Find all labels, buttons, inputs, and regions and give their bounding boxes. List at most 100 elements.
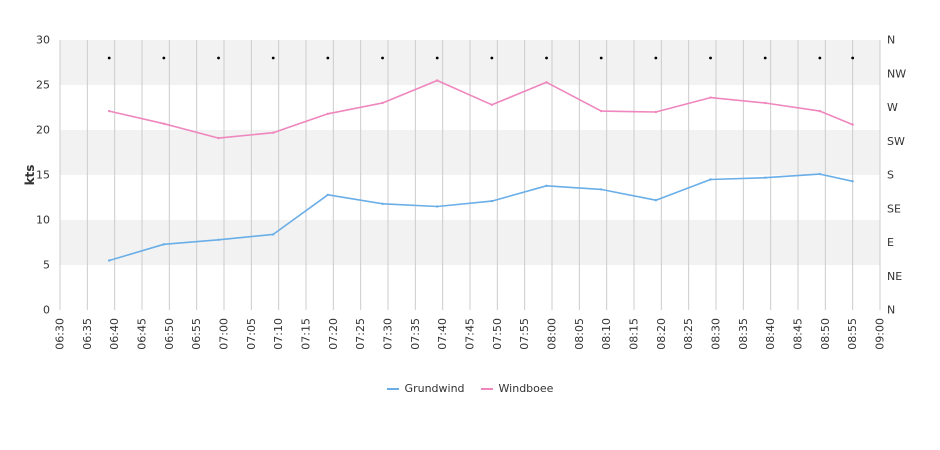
y-tick-label: 15 xyxy=(36,169,50,182)
y-tick-label: 0 xyxy=(43,304,50,317)
direction-marker xyxy=(217,56,220,60)
y-tick-label: 25 xyxy=(36,79,50,92)
x-tick-label: 07:40 xyxy=(436,318,449,350)
direction-marker xyxy=(435,56,439,60)
direction-marker xyxy=(162,56,166,60)
data-point-grundwind xyxy=(490,199,494,203)
direction-marker xyxy=(545,56,548,60)
x-tick-label: 07:20 xyxy=(327,318,340,350)
direction-tick-label: N xyxy=(887,304,895,317)
data-point-grundwind xyxy=(436,205,439,208)
direction-tick-label: SW xyxy=(887,135,905,148)
direction-marker xyxy=(107,56,111,60)
data-point-windboee xyxy=(490,103,494,107)
data-point-windboee xyxy=(272,131,275,134)
data-point-grundwind xyxy=(108,259,111,262)
direction-marker xyxy=(381,56,384,60)
legend-item-grundwind[interactable]: Grundwind xyxy=(386,382,465,395)
x-tick-label: 08:15 xyxy=(628,318,641,350)
y-tick-label: 30 xyxy=(36,34,50,47)
y-tick-label: 20 xyxy=(36,124,50,137)
direction-marker xyxy=(709,56,712,60)
x-tick-label: 07:05 xyxy=(245,318,258,350)
legend-swatch-windboee xyxy=(480,387,493,390)
x-tick-label: 06:45 xyxy=(136,318,149,350)
data-point-grundwind xyxy=(709,178,712,181)
x-tick-label: 08:00 xyxy=(546,318,559,350)
x-tick-label: 08:55 xyxy=(846,318,859,350)
y-tick-label: 5 xyxy=(43,259,50,272)
direction-marker xyxy=(599,56,603,60)
x-tick-label: 08:30 xyxy=(710,318,723,350)
data-point-windboee xyxy=(851,123,854,126)
x-tick-label: 08:40 xyxy=(764,318,777,350)
legend-swatch-grundwind xyxy=(386,387,399,390)
data-point-windboee xyxy=(381,101,384,105)
x-tick-label: 08:35 xyxy=(737,318,750,350)
x-tick-label: 08:25 xyxy=(682,318,695,350)
x-tick-label: 06:50 xyxy=(163,318,176,350)
data-point-windboee xyxy=(326,112,330,116)
direction-marker xyxy=(763,56,767,60)
direction-tick-label: NE xyxy=(887,270,902,283)
x-tick-label: 08:50 xyxy=(819,318,832,350)
direction-marker xyxy=(654,56,658,60)
direction-marker xyxy=(271,56,275,60)
data-point-grundwind xyxy=(217,238,220,241)
direction-marker xyxy=(326,56,330,60)
x-tick-label: 06:35 xyxy=(81,318,94,350)
data-point-windboee xyxy=(108,109,111,113)
legend-label-grundwind: Grundwind xyxy=(404,382,465,395)
direction-tick-label: N xyxy=(887,34,895,47)
wind-chart: 06:30 06:35 06:40 06:45 06:50 06:55 07:00 07:05… xyxy=(23,34,906,350)
data-point-windboee xyxy=(709,96,712,99)
x-tick-label: 07:25 xyxy=(354,318,367,350)
data-point-grundwind xyxy=(654,199,658,202)
x-tick-label: 08:05 xyxy=(573,318,586,350)
data-point-windboee xyxy=(545,81,548,84)
data-point-grundwind xyxy=(162,243,166,246)
direction-tick-label: NW xyxy=(887,67,906,80)
x-tick-label: 07:35 xyxy=(409,318,422,350)
x-tick-label: 07:45 xyxy=(464,318,477,350)
data-point-grundwind xyxy=(272,233,275,236)
x-tick-label: 07:55 xyxy=(518,318,531,350)
direction-tick-label: SE xyxy=(887,202,901,215)
legend-item-windboee[interactable]: Windboee xyxy=(480,382,554,395)
data-point-windboee xyxy=(217,136,220,140)
direction-tick-label: W xyxy=(887,101,898,114)
data-point-windboee xyxy=(654,110,658,114)
x-tick-label: 08:10 xyxy=(600,318,613,350)
y-tick-label: 10 xyxy=(36,214,50,227)
legend: Grundwind Windboee xyxy=(0,382,940,395)
x-tick-label: 07:50 xyxy=(491,318,504,350)
x-tick-label: 07:15 xyxy=(300,318,313,350)
direction-marker xyxy=(851,56,855,60)
data-point-grundwind xyxy=(600,188,603,191)
x-tick-label: 06:40 xyxy=(108,318,121,350)
data-point-grundwind xyxy=(818,172,822,176)
x-tick-label: 07:30 xyxy=(382,318,395,350)
x-tick-label: 09:00 xyxy=(874,318,887,350)
data-point-grundwind xyxy=(381,202,384,205)
data-point-grundwind xyxy=(545,184,548,187)
direction-marker xyxy=(818,56,822,60)
data-point-grundwind xyxy=(764,176,767,179)
data-point-windboee xyxy=(764,101,767,105)
x-tick-label: 08:20 xyxy=(655,318,668,350)
data-point-windboee xyxy=(162,122,166,125)
data-point-grundwind xyxy=(326,193,330,196)
direction-tick-label: E xyxy=(887,236,894,249)
x-tick-label: 07:10 xyxy=(272,318,285,350)
x-tick-label: 06:30 xyxy=(54,318,67,350)
data-point-windboee xyxy=(436,79,439,82)
legend-label-windboee: Windboee xyxy=(498,382,554,395)
data-point-grundwind xyxy=(851,180,854,183)
direction-tick-label: S xyxy=(887,169,894,182)
data-point-windboee xyxy=(818,109,822,113)
x-tick-label: 07:00 xyxy=(218,318,231,350)
direction-marker xyxy=(490,56,494,60)
x-tick-label: 08:45 xyxy=(792,318,805,350)
x-tick-label: 06:55 xyxy=(190,318,203,350)
